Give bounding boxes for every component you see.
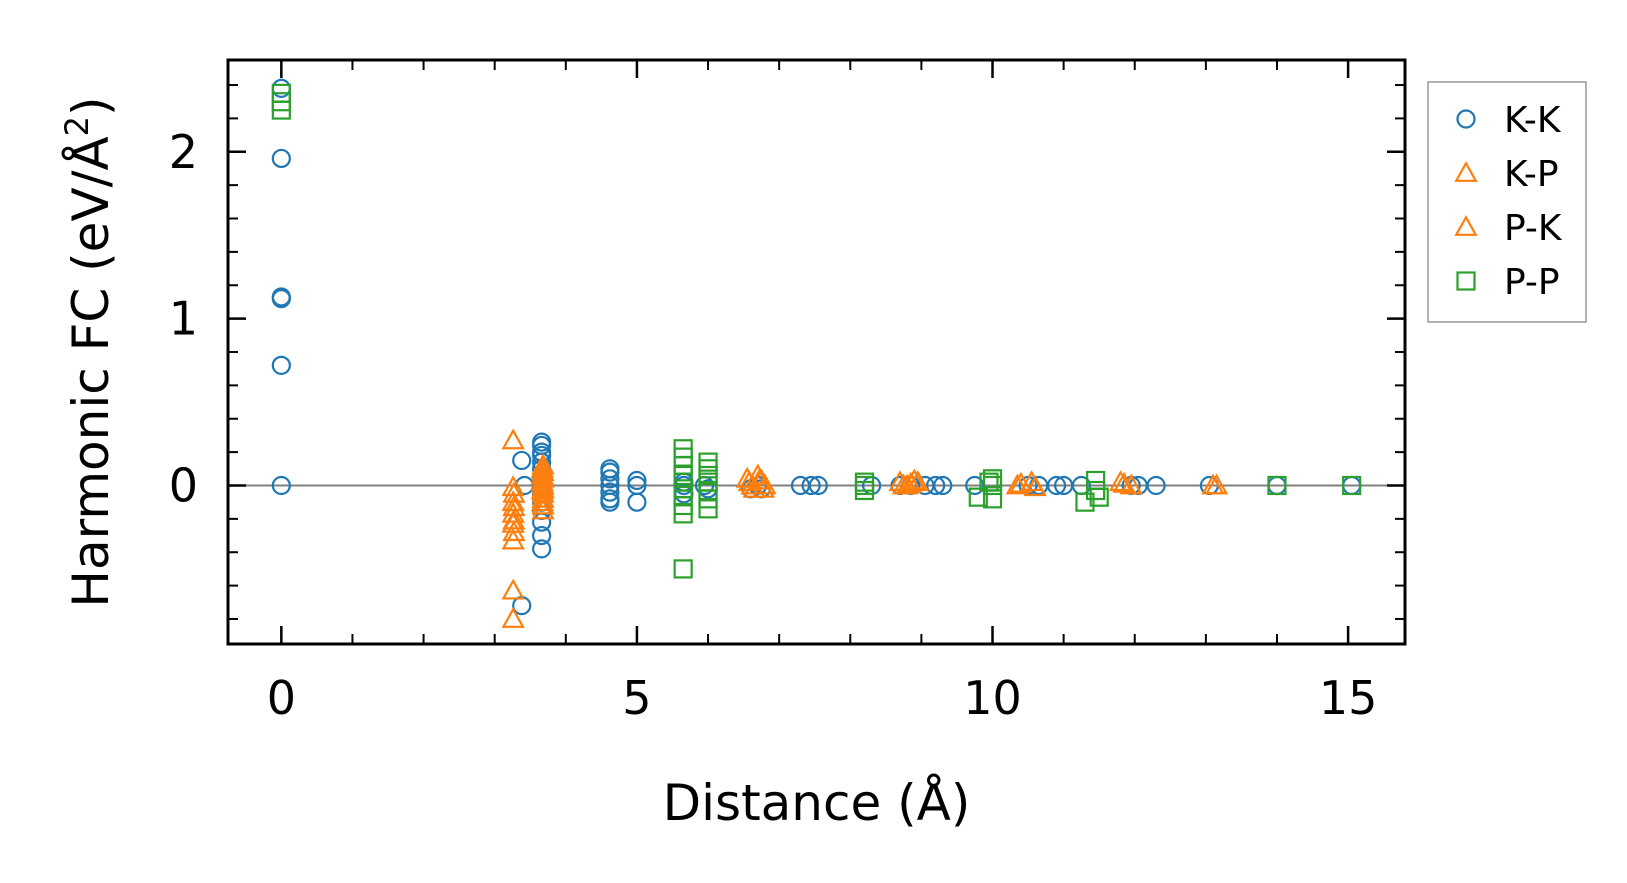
data-point xyxy=(501,606,525,628)
data-point xyxy=(906,470,930,492)
y-tick-label: 1 xyxy=(169,292,198,346)
data-point xyxy=(1112,471,1136,493)
series-p-k xyxy=(502,456,1229,542)
series-p-p xyxy=(271,83,1362,579)
data-point xyxy=(902,468,926,490)
data-point xyxy=(801,475,821,496)
data-point xyxy=(1086,480,1106,501)
data-point xyxy=(532,525,552,546)
data-point xyxy=(271,100,291,120)
x-tick-label: 5 xyxy=(622,671,651,725)
legend-marker-p-k xyxy=(1454,214,1478,236)
x-tick-label: 10 xyxy=(963,671,1022,725)
data-point xyxy=(502,520,526,542)
y-tick-label: 0 xyxy=(169,458,198,512)
data-point xyxy=(1089,487,1109,507)
legend: K-K K-P P-K P-P xyxy=(1427,81,1587,323)
data-point xyxy=(532,539,552,559)
data-point xyxy=(627,470,647,491)
legend-marker-k-p xyxy=(1454,160,1478,182)
data-point xyxy=(1046,475,1067,496)
data-point xyxy=(982,489,1003,509)
data-point xyxy=(530,456,554,478)
data-point xyxy=(1108,470,1133,492)
data-point xyxy=(600,492,620,512)
data-point xyxy=(673,559,693,579)
data-point xyxy=(600,462,620,482)
data-point xyxy=(698,489,718,509)
axis-ticks xyxy=(228,60,1405,644)
data-point xyxy=(530,490,554,512)
y-axis-title-end: ) xyxy=(62,96,120,116)
data-point xyxy=(530,463,554,485)
legend-label-p-p: P-P xyxy=(1504,262,1560,303)
data-point xyxy=(271,355,291,375)
data-point xyxy=(512,450,532,471)
data-point xyxy=(698,499,718,519)
legend-label-k-k: K-K xyxy=(1504,100,1562,141)
data-point xyxy=(502,508,526,530)
data-point xyxy=(502,481,526,503)
y-tick-label: 2 xyxy=(169,125,198,179)
data-point xyxy=(501,578,525,600)
legend-label-p-k: P-K xyxy=(1504,208,1563,249)
data-point xyxy=(854,480,875,501)
data-point xyxy=(271,148,291,169)
x-tick-label: 0 xyxy=(267,671,296,725)
data-point xyxy=(899,471,923,493)
data-point xyxy=(1204,473,1229,495)
data-point xyxy=(926,475,946,496)
tick-labels: 0 5 10 15 0 1 2 xyxy=(169,125,1378,725)
legend-marker-p-p xyxy=(1456,271,1476,291)
data-point xyxy=(501,475,525,497)
data-point xyxy=(982,475,1003,496)
data-point xyxy=(673,504,693,524)
data-point xyxy=(751,476,776,498)
data-point xyxy=(1267,475,1287,496)
y-axis-title: Harmonic FC (eV/Å2) xyxy=(58,96,120,607)
data-point xyxy=(271,289,291,309)
data-point xyxy=(627,492,647,512)
data-point xyxy=(933,475,953,496)
data-point xyxy=(502,495,526,517)
x-tick-label: 15 xyxy=(1319,671,1378,725)
data-point xyxy=(891,473,916,495)
data-point xyxy=(1119,473,1143,495)
data-point xyxy=(1146,475,1166,496)
data-point xyxy=(600,482,620,502)
data-point xyxy=(673,485,693,506)
data-point xyxy=(271,475,291,496)
data-point xyxy=(600,469,620,489)
legend-label-k-p: K-P xyxy=(1504,154,1559,195)
data-point xyxy=(808,475,828,496)
data-point xyxy=(1023,475,1047,497)
legend-marker-k-k xyxy=(1456,109,1476,129)
data-point xyxy=(968,487,988,507)
data-point xyxy=(501,428,525,450)
plot-frame xyxy=(226,58,1407,646)
data-point xyxy=(530,470,554,492)
x-axis-title: Distance (Å) xyxy=(663,774,971,832)
data-points xyxy=(271,78,1362,628)
y-axis-title-superscript: 2 xyxy=(58,116,96,136)
legend-box xyxy=(1427,81,1587,323)
data-point xyxy=(1005,473,1030,495)
data-point xyxy=(1075,492,1095,512)
data-point xyxy=(530,478,554,500)
data-point xyxy=(1009,471,1033,493)
y-axis-title-main: Harmonic FC (eV/Å xyxy=(62,136,120,607)
data-point xyxy=(1342,475,1362,496)
